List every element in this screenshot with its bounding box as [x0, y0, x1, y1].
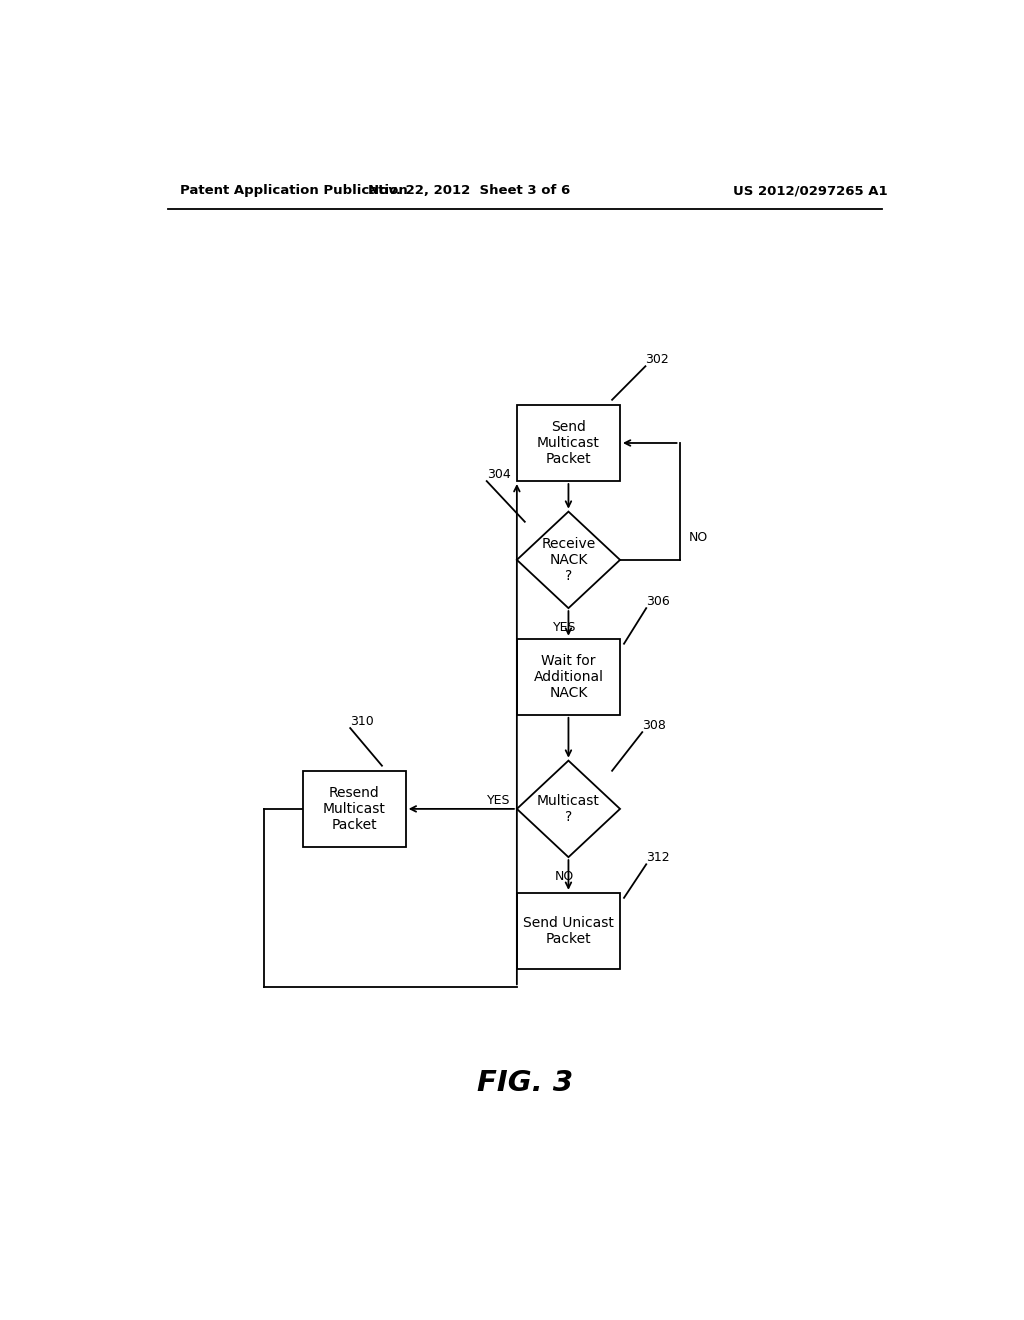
Text: Receive
NACK
?: Receive NACK ? — [542, 537, 596, 583]
Polygon shape — [517, 512, 621, 609]
FancyBboxPatch shape — [517, 639, 621, 715]
Text: 306: 306 — [646, 595, 670, 609]
Text: US 2012/0297265 A1: US 2012/0297265 A1 — [733, 185, 888, 198]
Text: 310: 310 — [350, 715, 374, 729]
Text: YES: YES — [553, 622, 577, 635]
Text: Resend
Multicast
Packet: Resend Multicast Packet — [323, 785, 386, 832]
Text: NO: NO — [689, 531, 709, 544]
Text: 312: 312 — [646, 851, 670, 865]
Text: Patent Application Publication: Patent Application Publication — [179, 185, 408, 198]
Text: FIG. 3: FIG. 3 — [477, 1069, 572, 1097]
Text: 302: 302 — [645, 354, 669, 366]
Text: Multicast
?: Multicast ? — [537, 793, 600, 824]
Text: YES: YES — [487, 795, 511, 808]
Text: Wait for
Additional
NACK: Wait for Additional NACK — [534, 653, 603, 700]
FancyBboxPatch shape — [517, 405, 621, 480]
Text: NO: NO — [555, 870, 574, 883]
Text: 308: 308 — [642, 719, 667, 733]
Polygon shape — [517, 760, 621, 857]
Text: 304: 304 — [486, 469, 510, 480]
FancyBboxPatch shape — [517, 892, 621, 969]
FancyBboxPatch shape — [303, 771, 406, 847]
Text: Send
Multicast
Packet: Send Multicast Packet — [537, 420, 600, 466]
Text: Send Unicast
Packet: Send Unicast Packet — [523, 916, 613, 946]
Text: Nov. 22, 2012  Sheet 3 of 6: Nov. 22, 2012 Sheet 3 of 6 — [368, 185, 570, 198]
